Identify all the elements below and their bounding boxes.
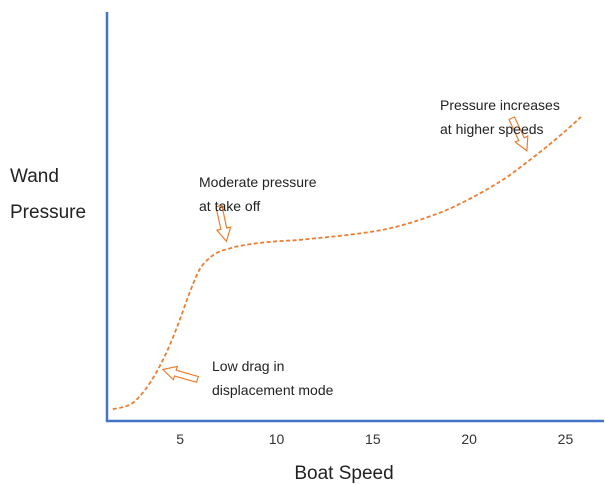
annotation-arrow: [508, 116, 529, 153]
annotation-take-off-line: at take off: [199, 198, 260, 214]
x-tick-label: 20: [461, 431, 477, 447]
x-tick-label: 25: [558, 431, 574, 447]
annotation-high-speed-line: Pressure increases: [440, 97, 560, 113]
x-tick-label: 5: [176, 431, 184, 447]
annotation-take-off-line: Moderate pressure: [199, 174, 317, 190]
x-tick-labels: 5 10 15 20 25: [176, 431, 573, 447]
annotation-high-speed-line: at higher speeds: [440, 121, 544, 137]
annotation-arrow: [161, 365, 200, 384]
x-tick-label: 15: [365, 431, 381, 447]
x-axis-title: Boat Speed: [294, 463, 393, 484]
annotation-arrow: [215, 204, 232, 243]
y-axis-title-line-2: Pressure: [10, 202, 86, 223]
annotation-low-drag-line: displacement mode: [212, 382, 334, 398]
annotation-arrows: [161, 116, 529, 384]
annotations: Pressure increases at higher speeds Modera…: [199, 97, 560, 398]
x-tick-label: 10: [269, 431, 285, 447]
annotation-low-drag-line: Low drag in: [212, 358, 284, 374]
series-line: [112, 116, 582, 410]
y-axis-title-line-1: Wand: [10, 166, 59, 187]
